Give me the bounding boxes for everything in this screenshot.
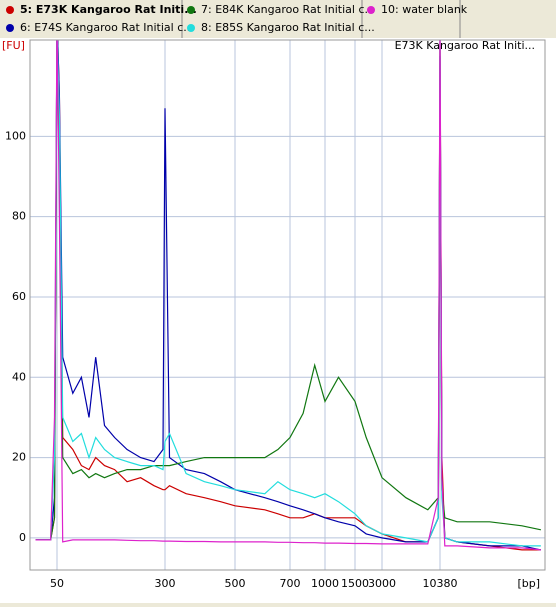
x-tick-label: 3000 [368, 577, 396, 590]
legend-marker [367, 6, 375, 14]
legend-item[interactable]: 8: E85S Kangaroo Rat Initial c... [187, 21, 375, 34]
plot-frame [29, 39, 546, 571]
legend-marker [187, 24, 195, 32]
series-line [35, 40, 541, 551]
x-tick-label: 1000 [311, 577, 339, 590]
legend-label: 8: E85S Kangaroo Rat Initial c... [201, 21, 375, 34]
y-tick-label: 0 [19, 531, 26, 544]
x-axis-label: [bp] [517, 577, 540, 590]
x-tick-label: 1500 [341, 577, 369, 590]
legend-item[interactable]: 6: E74S Kangaroo Rat Initial c... [6, 21, 194, 34]
legend: 5: E73K Kangaroo Rat Initi... 6: E74S Kan… [6, 3, 468, 34]
legend-marker [6, 24, 14, 32]
plot-lines [35, 40, 542, 551]
legend-label: 5: E73K Kangaroo Rat Initi... [20, 3, 197, 16]
plot-title: E73K Kangaroo Rat Initi... [395, 39, 535, 52]
y-tick-label: 80 [12, 210, 26, 223]
legend-label: 10: water blank [381, 3, 468, 16]
legend-bar [0, 0, 556, 38]
legend-label: 6: E74S Kangaroo Rat Initial c... [20, 21, 194, 34]
legend-item[interactable]: 7: E84K Kangaroo Rat Initial c... [187, 3, 375, 16]
x-tick-label: 10380 [423, 577, 458, 590]
y-tick-label: 60 [12, 290, 26, 303]
y-tick-label: 40 [12, 370, 26, 383]
legend-marker [6, 6, 14, 14]
x-tick-label: 500 [225, 577, 246, 590]
grid [30, 40, 545, 570]
legend-item[interactable]: 10: water blank [367, 3, 468, 16]
x-tick-label: 300 [155, 577, 176, 590]
plot-background [0, 38, 556, 603]
x-tick-label: 50 [50, 577, 64, 590]
legend-item[interactable]: 5: E73K Kangaroo Rat Initi... [6, 3, 197, 16]
x-tick-label: 700 [280, 577, 301, 590]
y-tick-label: 100 [5, 129, 26, 142]
legend-label: 7: E84K Kangaroo Rat Initial c... [201, 3, 375, 16]
y-axis-label: [FU] [2, 39, 25, 52]
y-tick-label: 20 [12, 451, 26, 464]
legend-marker [187, 6, 195, 14]
